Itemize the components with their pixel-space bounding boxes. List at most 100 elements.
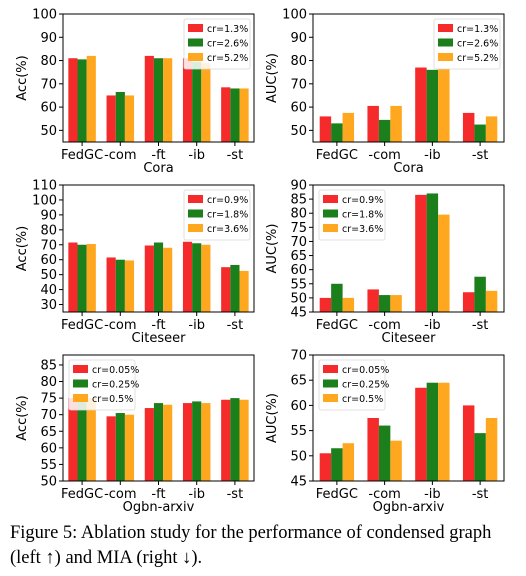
- bar-FedGC-s0: [68, 58, 78, 142]
- bar--com-s0: [367, 105, 379, 142]
- bar--com-s1: [115, 413, 125, 481]
- y-tick-label: 85: [290, 193, 307, 208]
- bar--com-s2: [124, 260, 135, 312]
- y-tick-label: 90: [290, 179, 307, 194]
- bar-FedGC-s1: [77, 396, 87, 481]
- bar--st-s0: [221, 87, 231, 142]
- y-tick-label: 85: [40, 358, 57, 373]
- x-tick-label: -ib: [424, 318, 441, 333]
- legend-swatch-2: [188, 53, 203, 61]
- legend-label-2: cr=3.6%: [342, 224, 383, 235]
- y-tick-label: 100: [32, 193, 57, 208]
- chart-1: 50 60 70 80 90 100 FedGC -com -ib -st Cora AUC(%) cr…: [265, 8, 505, 176]
- bar-FedGC-s2: [86, 244, 96, 312]
- plot-frame: [312, 184, 505, 313]
- bar--ft-s2: [163, 58, 173, 142]
- x-tick-label: -com: [368, 318, 400, 333]
- legend: cr=0.9% cr=1.8% cr=3.6%: [318, 189, 386, 241]
- bar--st-s1: [230, 264, 240, 312]
- y-tick-label: 50: [290, 124, 307, 139]
- bar--st-s0: [462, 292, 475, 312]
- bar--ft-s1: [153, 58, 164, 142]
- y-tick-label: 60: [290, 399, 307, 414]
- legend-label-1: cr=0.25%: [342, 380, 389, 391]
- x-tick-label: -ib: [188, 487, 205, 502]
- bar-FedGC-s0: [68, 242, 78, 312]
- y-tick-label: 70: [40, 408, 57, 423]
- legend-swatch-2: [323, 224, 338, 232]
- x-tick-label: -st: [472, 487, 489, 502]
- y-tick-label: 90: [40, 208, 57, 223]
- x-axis-label: Citeseer: [132, 331, 187, 346]
- bar--com-s0: [367, 418, 379, 481]
- x-tick-label: -com: [104, 487, 136, 502]
- y-tick-label: 70: [290, 349, 307, 364]
- bar-FedGC-s0: [319, 116, 332, 142]
- bar--ib-s0: [415, 387, 427, 481]
- bar--ib-s1: [426, 193, 439, 312]
- bar--st-s2: [239, 399, 249, 481]
- legend-label-0: cr=0.05%: [342, 365, 389, 376]
- bar--st-s1: [230, 88, 240, 142]
- legend-label-0: cr=1.3%: [457, 24, 498, 35]
- y-tick-label: 80: [290, 54, 307, 69]
- bar-FedGC-s2: [342, 297, 355, 312]
- bar-FedGC-s2: [86, 55, 96, 142]
- x-tick-label: -st: [472, 318, 489, 333]
- y-axis-label: Acc(%): [15, 55, 30, 100]
- bar--com-s0: [106, 95, 116, 142]
- bar--ib-s2: [438, 382, 450, 481]
- bar--st-s2: [485, 418, 498, 481]
- x-axis-label: Ogbn-arxiv: [373, 500, 445, 515]
- bar-FedGC-s1: [77, 244, 87, 312]
- y-tick-label: 50: [40, 475, 57, 490]
- bar--com-s2: [124, 95, 135, 142]
- x-tick-label: -com: [104, 318, 136, 333]
- bar-FedGC-s2: [86, 398, 96, 481]
- x-tick-label: -ft: [151, 148, 165, 163]
- legend-label-2: cr=0.5%: [342, 394, 383, 405]
- x-tick-label: FedGC: [61, 487, 103, 502]
- bar--ib-s1: [192, 401, 202, 481]
- bar--ib-s2: [201, 244, 211, 312]
- bar--ib-s2: [438, 68, 450, 142]
- figure-caption: Figure 5: Ablation study for the perform…: [10, 523, 492, 568]
- legend-label-1: cr=1.8%: [342, 210, 383, 221]
- legend-label-0: cr=0.9%: [342, 195, 383, 206]
- y-tick-label: 60: [290, 101, 307, 116]
- x-tick-label: -ib: [424, 487, 441, 502]
- bar--st-s1: [474, 433, 486, 481]
- bar-FedGC-s0: [319, 453, 332, 481]
- plot-frame: [312, 354, 505, 482]
- bar-FedGC-s1: [331, 283, 343, 312]
- bar--ib-s0: [415, 194, 427, 312]
- y-tick-label: 55: [290, 277, 307, 292]
- y-tick-label: 60: [40, 253, 57, 268]
- x-tick-label: -ib: [424, 148, 441, 163]
- bar--com-s2: [124, 414, 135, 481]
- x-tick-label: -ib: [188, 318, 205, 333]
- chart-0: 50 60 70 80 90 100 FedGC -com -ft -ib -st Cora Acc(%…: [15, 8, 255, 176]
- bar--ft-s0: [144, 55, 154, 142]
- bar--st-s0: [221, 399, 231, 481]
- y-tick-label: 75: [290, 221, 307, 236]
- y-tick-label: 45: [290, 475, 307, 490]
- legend-swatch-2: [188, 224, 203, 232]
- x-tick-label: -com: [104, 148, 136, 163]
- legend-label-1: cr=2.6%: [457, 39, 498, 50]
- y-tick-label: 60: [40, 101, 57, 116]
- y-tick-label: 50: [290, 291, 307, 306]
- y-tick-label: 55: [40, 458, 57, 473]
- y-axis-label: AUC(%): [265, 393, 280, 443]
- y-tick-label: 50: [40, 124, 57, 139]
- bar--com-s0: [106, 257, 116, 312]
- bar--st-s2: [239, 88, 249, 142]
- bar--st-s0: [462, 405, 475, 481]
- bar--com-s1: [378, 425, 391, 481]
- bar--st-s1: [474, 276, 486, 312]
- bar--ib-s2: [201, 403, 211, 481]
- legend-label-2: cr=3.6%: [207, 224, 248, 235]
